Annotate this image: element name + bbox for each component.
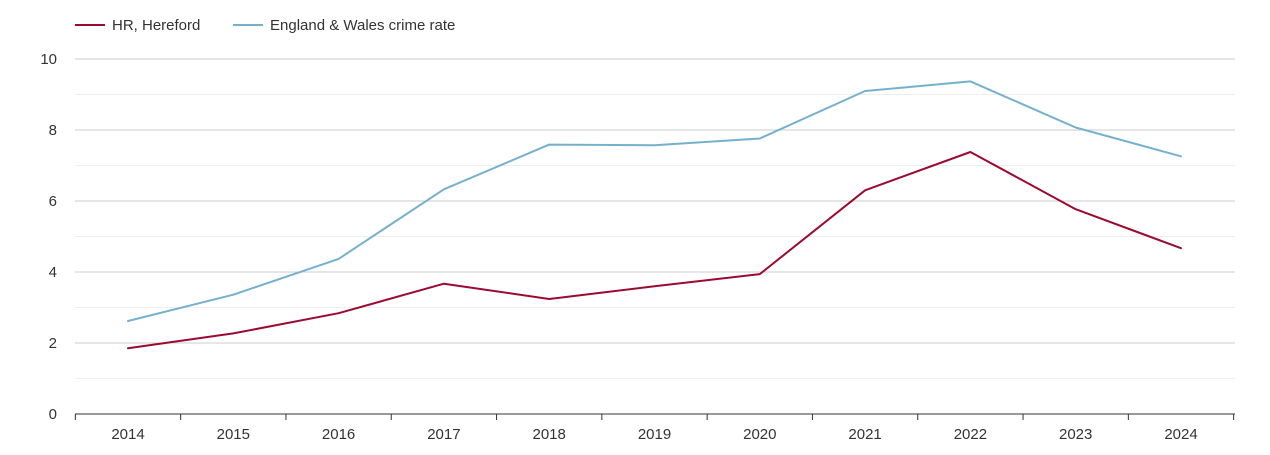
y-tick-label: 8 — [49, 122, 57, 139]
x-tick-label: 2022 — [954, 426, 987, 443]
x-tick-label: 2017 — [427, 426, 460, 443]
y-tick-label: 0 — [49, 406, 57, 423]
legend-label: England & Wales crime rate — [270, 17, 455, 34]
y-tick-label: 6 — [49, 193, 57, 210]
x-axis: 2014 2015 2016 2017 2018 2019 2020 2021 2022 2023… — [74, 413, 1235, 443]
legend-label: HR, Hereford — [112, 17, 200, 34]
series-line — [127, 151, 1182, 350]
y-tick-label: 10 — [40, 51, 57, 68]
x-tick-label: 2018 — [533, 426, 566, 443]
legend: HR, Hereford England & Wales crime rate — [75, 17, 455, 34]
y-axis-ticks: 0 2 4 6 8 10 — [40, 51, 57, 423]
x-tick-label: 2023 — [1059, 426, 1092, 443]
x-tick-label: 2016 — [322, 426, 355, 443]
gridlines — [75, 58, 1235, 379]
x-tick-label: 2024 — [1164, 426, 1197, 443]
x-tick-label: 2021 — [848, 426, 881, 443]
x-tick-label: 2015 — [217, 426, 250, 443]
x-tick-label: 2019 — [638, 426, 671, 443]
legend-item: England & Wales crime rate — [233, 17, 455, 34]
y-tick-label: 4 — [49, 264, 57, 281]
series-line — [127, 80, 1182, 322]
legend-item: HR, Hereford — [75, 17, 200, 34]
y-tick-label: 2 — [49, 335, 57, 352]
x-tick-label: 2020 — [743, 426, 776, 443]
series-lines — [127, 80, 1182, 350]
x-tick-label: 2014 — [111, 426, 144, 443]
